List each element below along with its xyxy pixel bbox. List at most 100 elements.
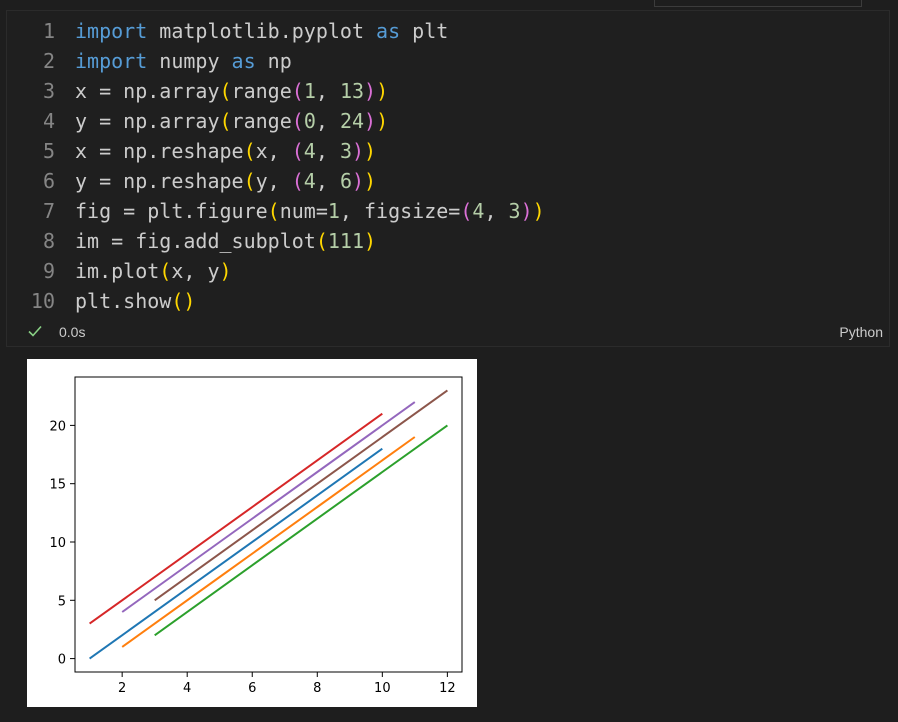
code-token: y = np.reshape [75, 169, 244, 193]
code-token: x, [255, 139, 292, 163]
x-tick-label: 6 [248, 681, 256, 696]
code-token: range [231, 109, 292, 133]
code-token: ( [219, 109, 232, 133]
code-token: ( [291, 139, 304, 163]
line-number: 9 [42, 259, 55, 283]
code-text: x = np.reshape(x, (4, 3)) [75, 136, 376, 166]
code-token: x, y [171, 259, 220, 283]
line-number: 5 [42, 139, 55, 163]
line-number: 1 [42, 19, 55, 43]
line-number: 6 [42, 169, 55, 193]
x-tick-label: 2 [118, 681, 126, 696]
code-token: x = np.array [75, 79, 220, 103]
line-number: 8 [42, 229, 55, 253]
code-token: ( [291, 169, 304, 193]
code-token: ( [315, 229, 328, 253]
code-token: ) [532, 199, 545, 223]
language-label[interactable]: Python [839, 324, 883, 340]
code-token: 4 [303, 169, 316, 193]
code-text: plt.show() [75, 286, 195, 316]
code-line[interactable]: 7 fig = plt.figure(num=1, figsize=(4, 3)) [7, 196, 889, 226]
code-token: num= [279, 199, 328, 223]
y-tick-label: 15 [49, 478, 66, 493]
series-line-3 [154, 424, 448, 637]
y-tick-label: 0 [58, 653, 66, 668]
y-tick-label: 10 [49, 536, 66, 551]
code-token: ) [364, 79, 377, 103]
series-line-2 [121, 436, 416, 648]
code-token: im.plot [75, 259, 160, 283]
series-line-6 [154, 389, 448, 602]
code-token: , [315, 169, 340, 193]
code-text: fig = plt.figure(num=1, figsize=(4, 3)) [75, 196, 545, 226]
code-text: import numpy as np [75, 46, 292, 76]
code-token: 3 [339, 139, 352, 163]
code-line[interactable]: 3 x = np.array(range(1, 13)) [7, 76, 889, 106]
line-number: 2 [42, 49, 55, 73]
code-token: ) [376, 109, 389, 133]
x-tick-label: 10 [374, 681, 391, 696]
code-token: as [231, 49, 256, 73]
x-tick-label: 12 [439, 681, 456, 696]
code-token: y, [255, 169, 292, 193]
code-token: ) [183, 289, 196, 313]
code-token: ) [520, 199, 533, 223]
line-number: 3 [42, 79, 55, 103]
code-token: matplotlib.pyplot [147, 19, 377, 43]
line-number: 4 [42, 109, 55, 133]
code-token: ) [351, 169, 365, 193]
code-token: import [75, 19, 148, 43]
line-chart: 2 4 6 8 10 12 0 5 10 15 20 [49, 376, 463, 696]
code-token: ( [291, 79, 304, 103]
code-line[interactable]: 5 x = np.reshape(x, (4, 3)) [7, 136, 889, 166]
code-token: np [255, 49, 292, 73]
code-editor[interactable]: 1 import matplotlib.pyplot as plt 2 import … [7, 16, 889, 316]
code-token: 24 [339, 109, 365, 133]
code-token: ) [364, 229, 377, 253]
code-token: , [315, 109, 340, 133]
code-token: 1 [327, 199, 340, 223]
code-token: , [315, 139, 340, 163]
code-line[interactable]: 4 y = np.array(range(0, 24)) [7, 106, 889, 136]
code-token: 4 [472, 199, 485, 223]
cell-status-bar: 0.0s Python [7, 318, 889, 346]
series-line-5 [121, 401, 416, 613]
code-token: im = fig.add_subplot [75, 229, 316, 253]
code-token: ) [351, 139, 365, 163]
code-token: ( [219, 79, 232, 103]
code-token: , [315, 79, 340, 103]
code-line[interactable]: 10 plt.show() [7, 286, 889, 316]
code-token: fig = plt.figure [75, 199, 268, 223]
code-text: im = fig.add_subplot(111) [75, 226, 376, 256]
code-token: ( [460, 199, 473, 223]
code-text: import matplotlib.pyplot as plt [75, 16, 448, 46]
code-token: ) [364, 139, 377, 163]
series-line-1 [89, 447, 383, 660]
line-number: 10 [30, 289, 55, 313]
code-token: ) [364, 109, 377, 133]
code-text: y = np.array(range(0, 24)) [75, 106, 388, 136]
code-token: as [376, 19, 401, 43]
code-line[interactable]: 2 import numpy as np [7, 46, 889, 76]
code-token: 111 [327, 229, 364, 253]
code-text: x = np.array(range(1, 13)) [75, 76, 388, 106]
code-line[interactable]: 1 import matplotlib.pyplot as plt [7, 16, 889, 46]
code-token: 0 [303, 109, 316, 133]
code-text: im.plot(x, y) [75, 256, 232, 286]
code-token: ( [291, 109, 304, 133]
code-token: x = np.reshape [75, 139, 244, 163]
cell-toolbar[interactable] [654, 0, 862, 7]
code-token: numpy [147, 49, 232, 73]
code-token: ( [243, 139, 256, 163]
code-cell[interactable]: 1 import matplotlib.pyplot as plt 2 import … [6, 10, 890, 347]
series-line-4 [89, 412, 383, 625]
code-token: ) [364, 169, 377, 193]
code-line[interactable]: 8 im = fig.add_subplot(111) [7, 226, 889, 256]
x-tick-label: 8 [313, 681, 321, 696]
code-token: plt.show [75, 289, 172, 313]
code-token: , [484, 199, 509, 223]
code-line[interactable]: 9 im.plot(x, y) [7, 256, 889, 286]
execution-time: 0.0s [59, 324, 86, 340]
plot-frame [74, 376, 463, 673]
